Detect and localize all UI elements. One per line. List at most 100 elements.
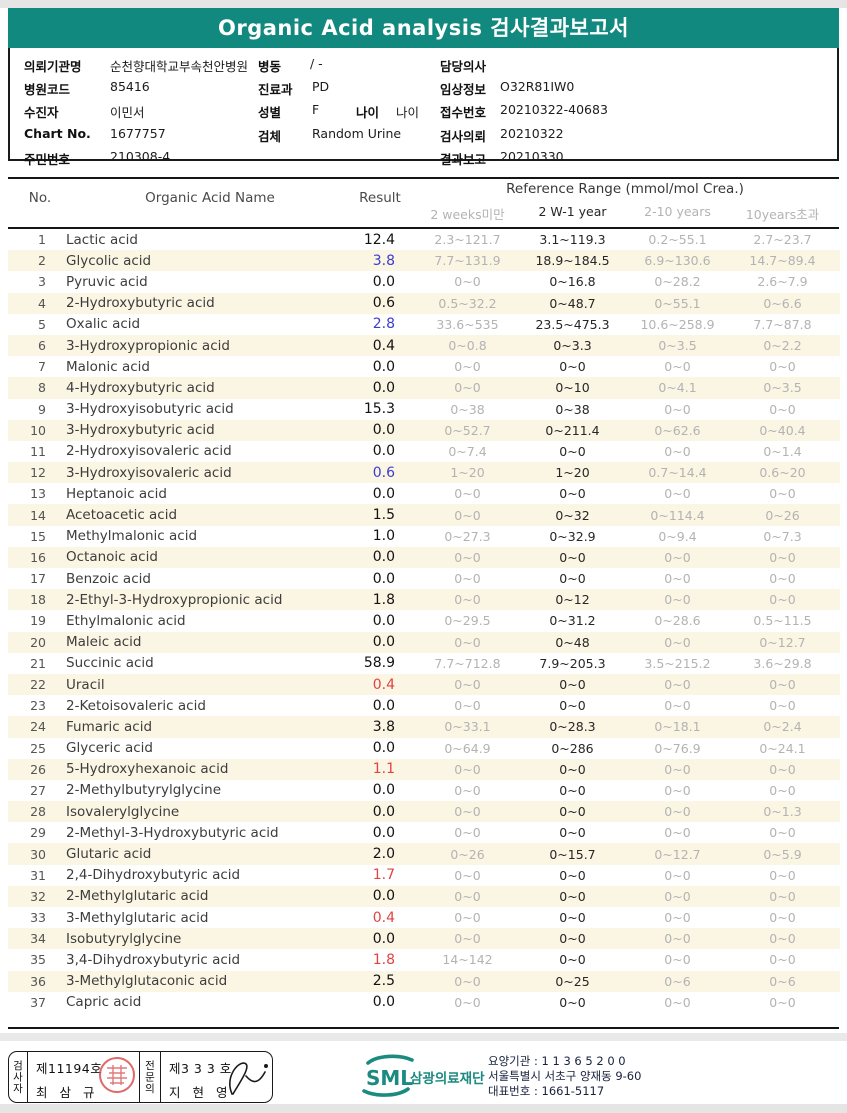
table-row: 8 4-Hydroxybutyric acid 0.0 0~0 0~10 0~4… bbox=[8, 377, 840, 399]
acid-name: 3-Hydroxyisovaleric acid bbox=[66, 464, 232, 481]
result-value: 2.5 bbox=[372, 973, 395, 990]
ref-range-10years: 0~0 bbox=[769, 401, 796, 417]
result-value: 3.8 bbox=[372, 252, 395, 269]
subheader-2weeks: 2 weeks미만 bbox=[430, 207, 505, 222]
table-row: 5 Oxalic acid 2.8 33.6~535 23.5~475.3 10… bbox=[8, 314, 840, 335]
table-row: 11 2-Hydroxyisovaleric acid 0.0 0~7.4 0~… bbox=[8, 441, 840, 462]
ref-range-2weeks: 0~0 bbox=[454, 910, 481, 926]
result-value: 0.4 bbox=[372, 676, 395, 693]
row-number: 6 bbox=[38, 338, 46, 354]
ref-range-2-10years: 0~76.9 bbox=[654, 740, 701, 756]
result-value: 0.0 bbox=[372, 422, 395, 439]
ref-range-2-10years: 0~28.2 bbox=[654, 274, 701, 290]
result-value: 0.0 bbox=[372, 740, 395, 757]
age-value: 나이 bbox=[396, 105, 420, 120]
acid-name: 4-Hydroxybutyric acid bbox=[66, 379, 215, 396]
table-body: 1 Lactic acid 12.4 2.3~121.7 3.1~119.3 0… bbox=[8, 229, 840, 1013]
ref-range-2weeks: 2.3~121.7 bbox=[434, 232, 501, 248]
result-value: 1.1 bbox=[372, 761, 395, 778]
ref-range-2w-1year: 0~0 bbox=[559, 825, 586, 841]
result-value: 1.0 bbox=[372, 528, 395, 545]
table-row: 28 Isovalerylglycine 0.0 0~0 0~0 0~0 0~1… bbox=[8, 801, 840, 823]
specialist-cell: 제3 3 3 호 지 현 영 bbox=[161, 1052, 272, 1102]
report-title: Organic Acid analysis 검사결과보고서 bbox=[218, 16, 629, 40]
ref-range-2-10years: 0~12.7 bbox=[654, 846, 701, 862]
ref-range-2w-1year: 0~15.7 bbox=[549, 846, 596, 862]
row-number: 24 bbox=[30, 719, 46, 735]
specimen-label: 검체 bbox=[258, 129, 282, 144]
clinical-label: 임상정보 bbox=[440, 82, 487, 97]
specialist-title: 전문의 bbox=[139, 1052, 161, 1102]
ref-range-2weeks: 0~0 bbox=[454, 888, 481, 904]
specialist-signature bbox=[220, 1054, 270, 1102]
ref-range-2weeks: 7.7~131.9 bbox=[434, 253, 501, 269]
ref-range-2-10years: 0~3.5 bbox=[658, 338, 697, 354]
examiner-title: 검사자 bbox=[9, 1052, 28, 1102]
row-number: 28 bbox=[30, 804, 46, 820]
result-value: 0.0 bbox=[372, 612, 395, 629]
ref-range-2weeks: 0~0 bbox=[454, 507, 481, 523]
acid-name: 2-Hydroxybutyric acid bbox=[66, 295, 215, 312]
acid-name: Isovalerylglycine bbox=[66, 803, 180, 820]
ref-range-10years: 14.7~89.4 bbox=[749, 253, 816, 269]
result-value: 0.6 bbox=[372, 464, 395, 481]
ref-range-2w-1year: 0~48 bbox=[555, 634, 590, 650]
ref-range-10years: 0~0 bbox=[769, 910, 796, 926]
acid-name: 2-Hydroxyisovaleric acid bbox=[66, 443, 232, 460]
row-number: 30 bbox=[30, 846, 46, 862]
table-row: 14 Acetoacetic acid 1.5 0~0 0~32 0~114.4… bbox=[8, 504, 840, 526]
ref-range-2w-1year: 0~28.3 bbox=[549, 719, 596, 735]
row-number: 21 bbox=[30, 655, 46, 671]
table-row: 29 2-Methyl-3-Hydroxybutyric acid 0.0 0~… bbox=[8, 822, 840, 843]
ref-range-10years: 0~3.5 bbox=[763, 380, 802, 396]
chart-no-value: 1677757 bbox=[110, 126, 166, 141]
ref-range-2w-1year: 0~0 bbox=[559, 677, 586, 693]
table-row: 15 Methylmalonic acid 1.0 0~27.3 0~32.9 … bbox=[8, 526, 840, 547]
table-row: 6 3-Hydroxypropionic acid 0.4 0~0.8 0~3.… bbox=[8, 334, 840, 357]
ref-range-2-10years: 0~0 bbox=[664, 698, 691, 714]
examiner-license: 제11194호 bbox=[36, 1061, 103, 1076]
table-row: 25 Glyceric acid 0.0 0~64.9 0~286 0~76.9… bbox=[8, 738, 840, 759]
ref-range-2weeks: 0~0 bbox=[454, 359, 481, 375]
ref-range-2w-1year: 1~20 bbox=[555, 465, 590, 481]
ref-range-2-10years: 0~28.6 bbox=[654, 613, 701, 629]
acid-name: Glycolic acid bbox=[66, 252, 152, 269]
result-value: 0.0 bbox=[372, 634, 395, 651]
ref-range-2weeks: 1~20 bbox=[450, 465, 485, 481]
ref-range-2weeks: 14~142 bbox=[442, 952, 493, 968]
ref-range-2-10years: 0.7~14.4 bbox=[648, 465, 707, 481]
ref-range-10years: 0~0 bbox=[769, 867, 796, 883]
ref-range-10years: 0~26 bbox=[765, 507, 800, 523]
sml-logo: SML bbox=[360, 1051, 416, 1105]
result-value: 0.0 bbox=[372, 824, 395, 841]
acid-name: Benzoic acid bbox=[66, 570, 151, 587]
examiner-seal-stamp bbox=[99, 1057, 135, 1093]
ref-range-2-10years: 0~0 bbox=[664, 825, 691, 841]
row-number: 36 bbox=[30, 973, 46, 989]
row-number: 5 bbox=[38, 316, 46, 332]
ref-range-10years: 0~12.7 bbox=[759, 634, 806, 650]
ref-range-2weeks: 0~0 bbox=[454, 486, 481, 502]
result-value: 1.8 bbox=[372, 591, 395, 608]
row-number: 34 bbox=[30, 931, 46, 947]
table-row: 35 3,4-Dihydroxybutyric acid 1.8 14~142 … bbox=[8, 949, 840, 970]
row-number: 9 bbox=[38, 401, 46, 417]
table-row: 32 2-Methylglutaric acid 0.0 0~0 0~0 0~0… bbox=[8, 885, 840, 907]
acid-name: 3-Methylglutaconic acid bbox=[66, 973, 228, 990]
ref-range-2weeks: 0~64.9 bbox=[444, 740, 491, 756]
result-value: 0.0 bbox=[372, 358, 395, 375]
doctor-label: 담당의사 bbox=[440, 59, 487, 74]
ref-range-2w-1year: 0~0 bbox=[559, 359, 586, 375]
column-header-no: No. bbox=[28, 190, 52, 206]
clinical-value: O32R81IW0 bbox=[500, 79, 575, 94]
acid-name: 2-Methyl-3-Hydroxybutyric acid bbox=[66, 824, 279, 841]
row-number: 33 bbox=[30, 910, 46, 926]
ref-range-2w-1year: 0~0 bbox=[559, 698, 586, 714]
result-value: 0.0 bbox=[372, 697, 395, 714]
ward-label: 병동 bbox=[258, 59, 282, 74]
ref-range-2w-1year: 0~0 bbox=[559, 994, 586, 1010]
ref-range-2weeks: 0~0 bbox=[454, 867, 481, 883]
subheader-2w-1year: 2 W-1 year bbox=[538, 204, 607, 219]
address-line: 서울특별시 서초구 양재동 9-60 bbox=[488, 1069, 642, 1083]
acid-name: Glutaric acid bbox=[66, 846, 152, 863]
